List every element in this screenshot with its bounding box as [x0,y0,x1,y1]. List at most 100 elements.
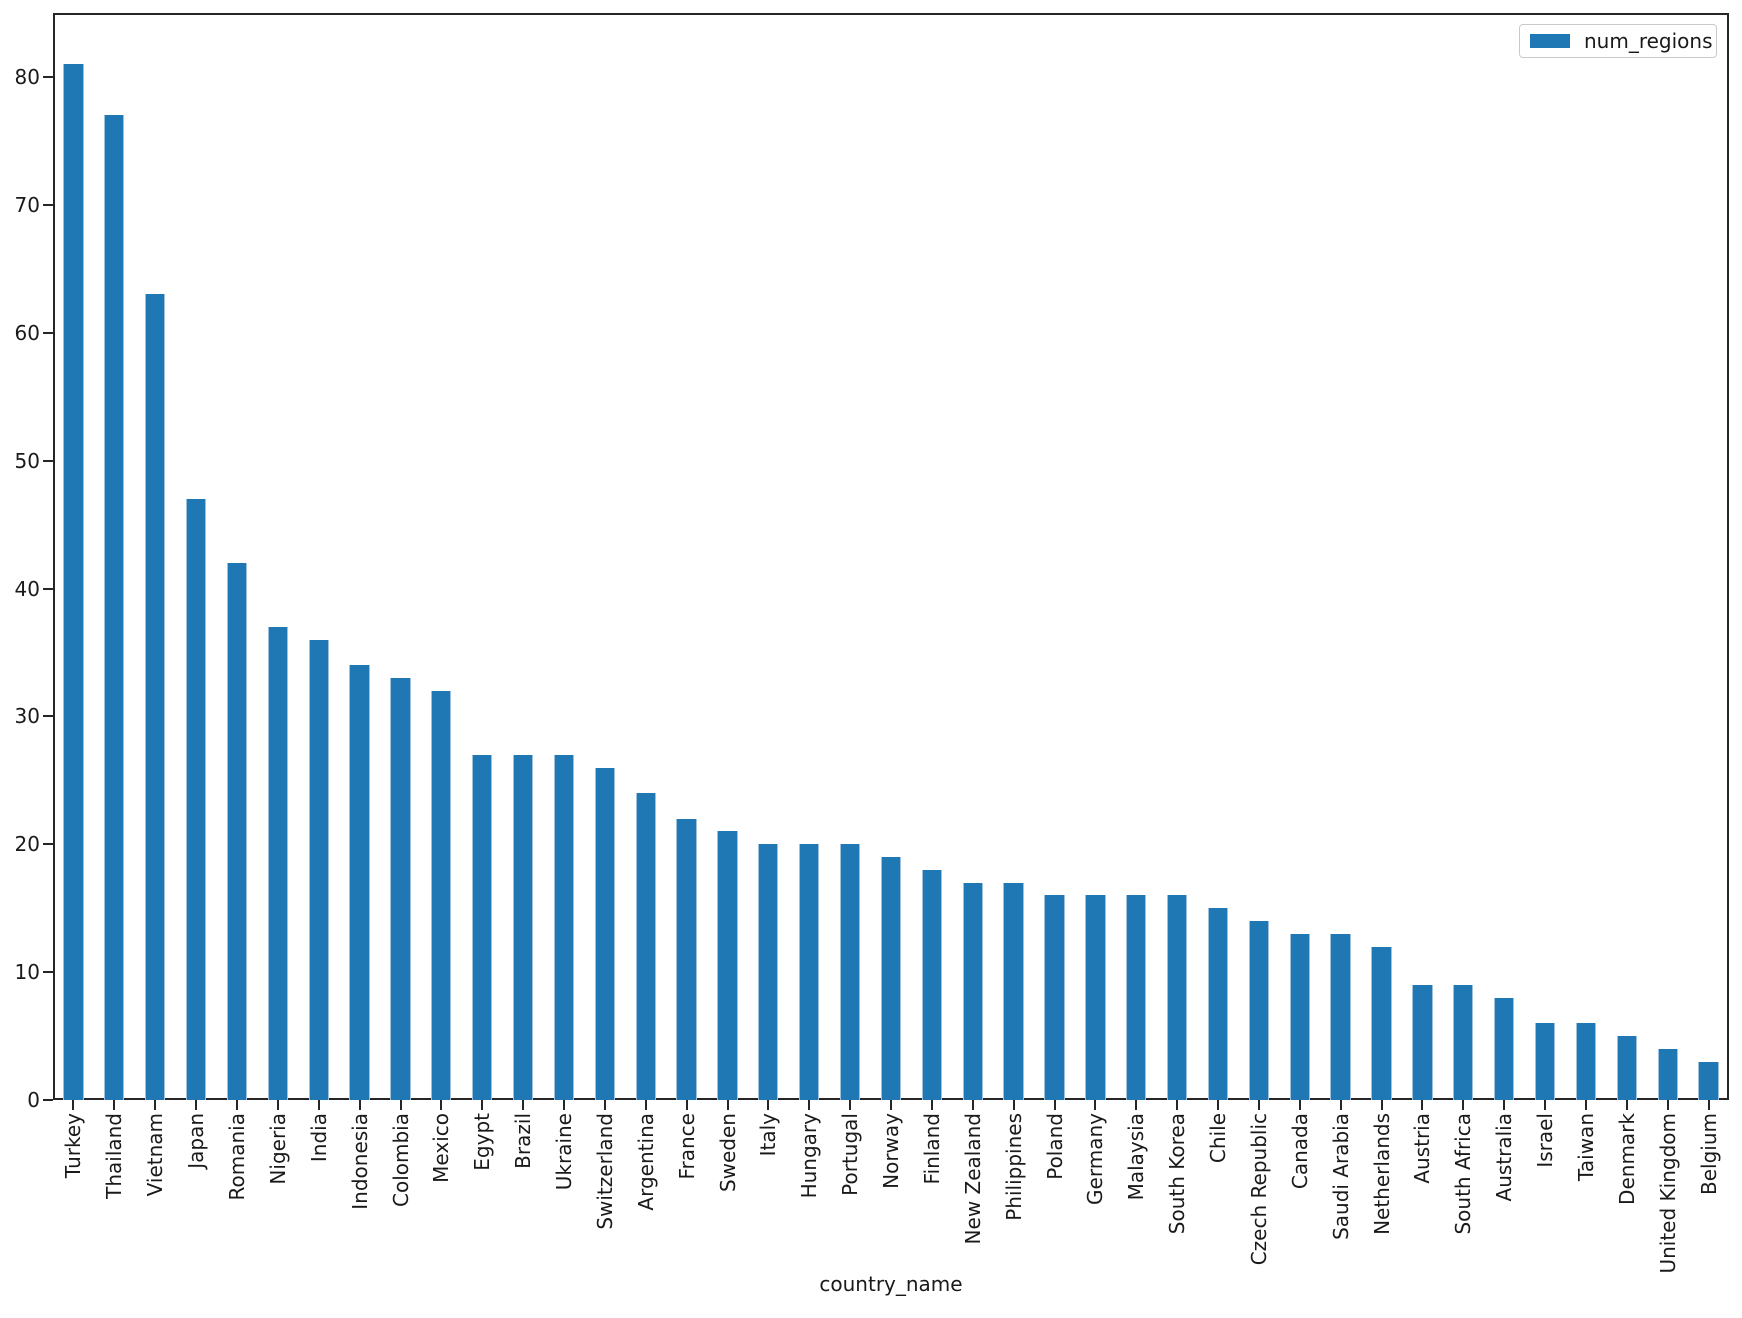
bar-indonesia [349,665,370,1100]
x-tick-label-france: France [674,1113,699,1180]
x-axis-title: country_name [819,1272,963,1296]
x-tick-label-germany: Germany [1083,1113,1108,1205]
x-tick [890,1100,892,1110]
bar-israel [1534,1023,1556,1100]
bar-taiwan [1575,1023,1597,1100]
y-tick [43,1099,53,1101]
x-tick [808,1100,811,1110]
x-tick [726,1100,729,1110]
legend: num_regions [1519,24,1717,58]
x-tick [317,1100,320,1110]
bar-austria [1412,984,1433,1100]
x-tick-label-argentina: Argentina [633,1113,658,1211]
bar-switzerland [594,767,615,1100]
bar-india [308,639,329,1100]
bar-south-africa [1453,984,1474,1100]
x-tick [1707,1100,1710,1110]
bar-colombia [390,678,411,1100]
y-tick [43,459,53,462]
x-tick [1094,1100,1097,1110]
bar-hungary [799,844,820,1100]
bar-netherlands [1371,946,1392,1100]
x-tick-label-sweden: Sweden [715,1113,740,1193]
x-tick [644,1100,647,1110]
bar-philippines [1003,882,1024,1100]
bar-saudi-arabia [1330,933,1351,1100]
x-tick [440,1100,443,1110]
bar-finland [921,869,943,1100]
x-tick [195,1100,198,1110]
x-tick-label-saudi-arabia: Saudi Arabia [1328,1113,1353,1240]
x-tick [930,1100,933,1110]
bar-egypt [472,754,493,1100]
bar-chile [1207,908,1229,1100]
x-tick-label-indonesia: Indonesia [347,1113,372,1210]
x-tick [849,1100,852,1110]
x-tick [236,1100,238,1110]
x-tick [1380,1100,1383,1110]
y-tick-label-50: 50 [14,448,40,473]
x-tick-label-belgium: Belgium [1696,1113,1721,1195]
x-tick [1421,1100,1424,1110]
x-tick-label-south-korea: South Korea [1165,1113,1190,1235]
x-tick-label-turkey: Turkey [61,1113,86,1179]
x-tick [563,1100,565,1110]
y-tick-label-10: 10 [14,960,40,985]
bar-poland [1044,895,1065,1100]
x-tick-label-czech-republic: Czech Republic [1246,1113,1271,1266]
x-tick-label-canada: Canada [1287,1113,1312,1190]
x-tick [1012,1100,1015,1110]
x-tick [1298,1100,1301,1110]
bar-ukraine [553,754,575,1100]
x-tick [113,1100,116,1110]
bar-nigeria [267,626,288,1100]
y-tick-label-80: 80 [14,64,40,89]
x-tick-label-poland: Poland [1042,1113,1067,1180]
x-tick-label-ukraine: Ukraine [552,1113,576,1191]
y-tick [43,587,53,590]
x-tick [1053,1100,1056,1110]
bar-denmark [1616,1036,1637,1100]
x-tick-label-philippines: Philippines [1001,1113,1026,1221]
x-tick-label-mexico: Mexico [429,1113,454,1183]
bar-portugal [839,844,861,1100]
bar-belgium [1698,1061,1719,1100]
x-tick [399,1100,402,1110]
x-tick [276,1100,279,1110]
x-tick-label-norway: Norway [879,1113,903,1189]
x-tick-label-italy: Italy [756,1113,781,1157]
bar-mexico [431,690,452,1100]
x-tick-label-denmark: Denmark [1614,1113,1639,1205]
x-tick-label-thailand: Thailand [102,1113,127,1199]
x-tick [1135,1100,1138,1110]
x-tick [1544,1100,1546,1110]
x-tick-label-new-zealand: New Zealand [960,1113,985,1245]
bar-italy [758,844,779,1100]
x-tick-label-india: India [306,1113,331,1163]
x-tick [1339,1100,1342,1110]
x-tick-label-japan: Japan [184,1113,209,1169]
x-tick-label-malaysia: Malaysia [1124,1113,1149,1201]
x-tick-label-finland: Finland [919,1113,944,1185]
bar-france [676,818,697,1100]
x-tick-label-israel: Israel [1533,1113,1557,1168]
x-tick [1666,1100,1669,1110]
x-tick [1625,1100,1628,1110]
y-tick-label-30: 30 [14,704,40,729]
y-tick [43,971,53,974]
bar-south-korea [1166,895,1188,1100]
y-tick [43,75,53,78]
x-tick [1462,1100,1465,1110]
x-tick [1584,1100,1587,1110]
bar-czech-republic [1248,921,1270,1100]
x-tick [154,1100,157,1110]
y-tick-label-20: 20 [14,832,40,857]
x-tick-label-australia: Australia [1492,1113,1517,1202]
y-tick [43,331,53,334]
y-tick-label-70: 70 [14,192,40,217]
bar-sweden [717,831,738,1100]
bar-turkey [63,64,84,1100]
x-tick [481,1100,484,1110]
x-tick-label-vietnam: Vietnam [143,1113,168,1197]
